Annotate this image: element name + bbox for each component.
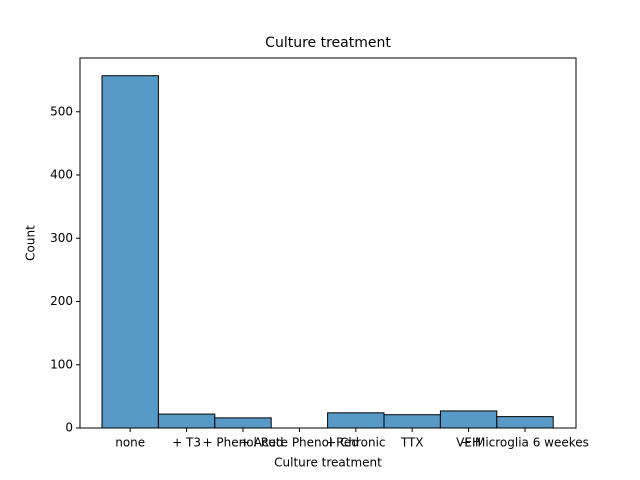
y-tick-label: 100 xyxy=(50,357,73,371)
y-tick-label: 0 xyxy=(65,421,73,435)
bar xyxy=(157,413,216,429)
bar xyxy=(327,412,385,429)
y-axis-label: Count xyxy=(24,225,38,261)
x-tick-label: + Phenol Red xyxy=(203,436,284,450)
y-tick-label: 300 xyxy=(50,231,73,245)
chart-title: Culture treatment xyxy=(265,35,391,51)
x-tick-label: + Acute Phenol Red xyxy=(240,436,359,450)
bar xyxy=(496,416,554,429)
x-tick-label: + Chronic xyxy=(326,436,385,450)
x-tick-label: TTX xyxy=(400,436,424,450)
bar xyxy=(101,75,159,429)
bar xyxy=(383,414,441,429)
x-tick-label: + T3 xyxy=(172,436,201,450)
x-axis-label: Culture treatment xyxy=(274,456,382,470)
y-tick-label: 500 xyxy=(50,104,73,118)
y-tick-label: 400 xyxy=(50,168,73,182)
x-tick-label: none xyxy=(115,436,145,450)
x-tick-label: + Microglia 6 weekes xyxy=(461,436,589,450)
x-tick-label: VEH xyxy=(456,436,481,450)
bar xyxy=(439,410,498,429)
y-tick-label: 200 xyxy=(50,294,73,308)
plot-frame xyxy=(79,57,577,429)
bar xyxy=(214,417,272,429)
